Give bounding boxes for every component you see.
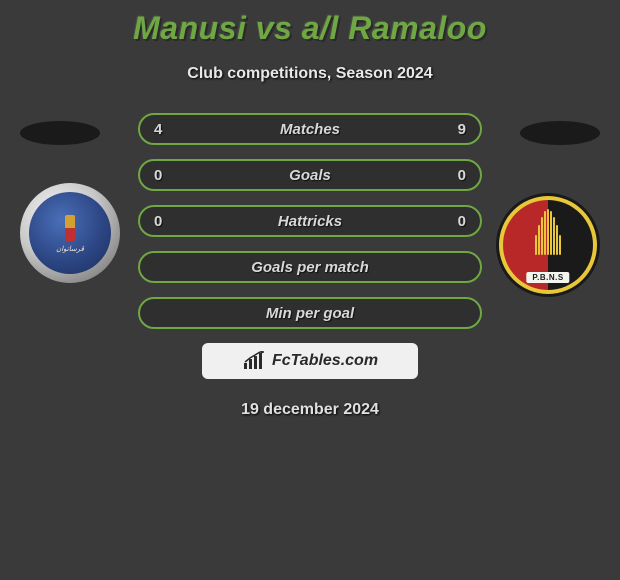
- shadow-ellipse-left: [20, 121, 100, 145]
- team-badge-right: P.B.N.S: [496, 193, 600, 297]
- stat-label: Hattricks: [278, 213, 342, 230]
- stat-label: Matches: [280, 121, 340, 138]
- stat-value-right: 9: [446, 121, 466, 138]
- stat-row-goals-per-match: Goals per match: [138, 251, 482, 283]
- wheat-icon: [524, 207, 572, 255]
- team-badge-left: ڤرساتوان: [20, 183, 120, 283]
- date-text: 19 december 2024: [0, 401, 620, 419]
- attribution-badge: FcTables.com: [202, 343, 418, 379]
- stat-label: Goals per match: [251, 259, 369, 276]
- stat-row-hattricks: 0 Hattricks 0: [138, 205, 482, 237]
- badge-left-script: ڤرساتوان: [50, 245, 90, 253]
- stat-label: Min per goal: [266, 305, 354, 322]
- stat-row-goals: 0 Goals 0: [138, 159, 482, 191]
- bar-chart-icon: [242, 351, 266, 371]
- badge-right-banner: P.B.N.S: [526, 272, 569, 283]
- comparison-area: ڤرساتوان P.B.N.S 4 Matches 9 0 Goals 0 0…: [0, 113, 620, 419]
- stat-value-right: 0: [446, 167, 466, 184]
- stat-row-matches: 4 Matches 9: [138, 113, 482, 145]
- shadow-ellipse-right: [520, 121, 600, 145]
- stat-value-left: 0: [154, 167, 174, 184]
- stat-rows: 4 Matches 9 0 Goals 0 0 Hattricks 0 Goal…: [138, 113, 482, 329]
- attribution-text: FcTables.com: [272, 352, 378, 370]
- stat-row-min-per-goal: Min per goal: [138, 297, 482, 329]
- page-title: Manusi vs a/l Ramaloo: [0, 0, 620, 47]
- subtitle: Club competitions, Season 2024: [0, 65, 620, 83]
- stat-value-left: 4: [154, 121, 174, 138]
- stat-value-right: 0: [446, 213, 466, 230]
- stat-value-left: 0: [154, 213, 174, 230]
- stat-label: Goals: [289, 167, 331, 184]
